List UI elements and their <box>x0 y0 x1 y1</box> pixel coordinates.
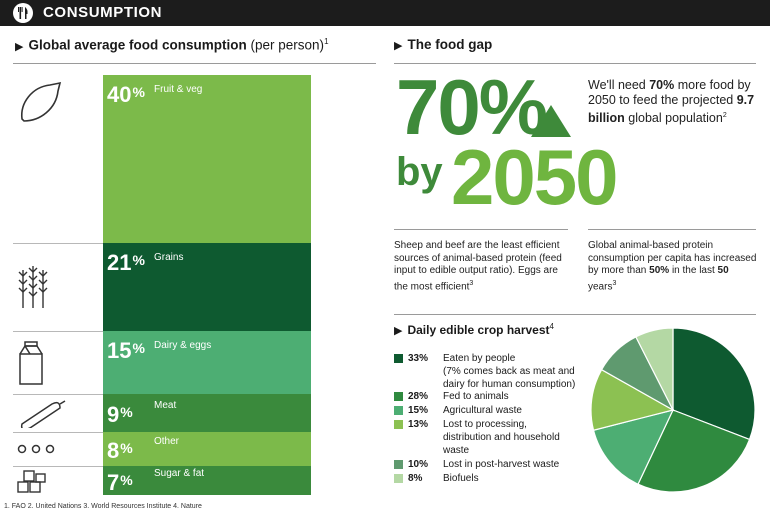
bar-segment-dairy-eggs: 15% Dairy & eggs <box>103 331 311 394</box>
wheat-icon <box>16 264 50 315</box>
food-gap-heading: ▶ The food gap <box>394 37 493 52</box>
legend-swatch <box>394 474 403 483</box>
row-divider <box>13 243 103 244</box>
segment-value: 21% <box>107 250 145 275</box>
segment-label: Meat <box>154 400 177 411</box>
legend-percent: 8% <box>408 473 423 484</box>
row-divider <box>13 331 103 332</box>
legend-sublabel: (7% comes back as meat and dairy for hum… <box>443 366 576 390</box>
segment-label: Other <box>154 436 180 447</box>
row-divider <box>13 466 103 467</box>
legend-label: Biofuels <box>443 473 479 484</box>
pie-slice-biofuels <box>635 327 674 411</box>
protein-efficiency-note: Sheep and beef are the least efficient s… <box>394 240 562 292</box>
dots-icon <box>16 442 56 461</box>
segment-value: 9% <box>107 402 133 427</box>
milk-carton-icon <box>16 340 46 391</box>
row-divider <box>13 432 103 433</box>
consumption-heading: ▶ Global average food consumption (per pe… <box>15 37 329 53</box>
big-percent: 70% <box>396 63 548 151</box>
protein-growth-note: Global animal-based protein consumption … <box>588 240 757 292</box>
big-year: 2050 <box>451 133 619 221</box>
divider <box>13 63 376 64</box>
legend-swatch <box>394 460 403 469</box>
fork-knife-icon <box>13 3 33 23</box>
row-divider <box>13 394 103 395</box>
header-title: CONSUMPTION <box>43 4 163 21</box>
legend-label: Agricultural waste <box>443 405 522 416</box>
pie-slice-eaten-by-people <box>672 327 756 441</box>
sausage-icon <box>16 398 66 433</box>
section-header: CONSUMPTION <box>0 0 770 26</box>
harvest-pie-chart <box>590 327 756 493</box>
legend-swatch <box>394 392 403 401</box>
segment-label: Grains <box>154 252 184 263</box>
big-by: by <box>396 150 443 194</box>
triangle-bullet-icon: ▶ <box>394 325 403 337</box>
sugar-cubes-icon <box>16 468 48 499</box>
food-gap-text: We'll need 70% more food by 2050 to feed… <box>588 78 755 126</box>
harvest-heading: ▶ Daily edible crop harvest4 <box>394 322 554 337</box>
segment-value: 40% <box>107 82 145 107</box>
legend-label: Lost to processing, distribution and hou… <box>443 419 560 456</box>
up-triangle-icon <box>531 105 571 137</box>
pie-slice-fed-to-animals <box>637 409 751 493</box>
legend-percent: 33% <box>408 353 429 364</box>
legend-swatch <box>394 406 403 415</box>
legend-swatch <box>394 420 403 429</box>
bar-segment-meat: 9% Meat <box>103 394 311 432</box>
segment-value: 7% <box>107 469 133 495</box>
divider <box>588 229 756 230</box>
pie-slice-lost-to-processing-distribution-and-household-waste <box>590 368 675 431</box>
triangle-bullet-icon: ▶ <box>394 40 403 52</box>
divider <box>394 314 756 315</box>
bar-segment-other: 8% Other <box>103 432 311 466</box>
segment-value: 15% <box>107 338 145 363</box>
divider <box>394 229 568 230</box>
legend-label: Fed to animals <box>443 391 509 402</box>
legend-swatch <box>394 354 403 363</box>
bar-segment-fruit-veg: 40% Fruit & veg <box>103 75 311 243</box>
divider <box>394 63 756 64</box>
triangle-bullet-icon: ▶ <box>15 40 24 53</box>
legend-label: Eaten by people (7% comes back as meat an… <box>443 352 643 391</box>
legend-percent: 28% <box>408 391 429 402</box>
footnote: 1. FAO 2. United Nations 3. World Resour… <box>4 503 202 510</box>
legend-percent: 15% <box>408 405 429 416</box>
segment-label: Dairy & eggs <box>154 340 212 351</box>
legend-percent: 10% <box>408 459 429 470</box>
segment-label: Sugar & fat <box>154 467 205 479</box>
legend-percent: 13% <box>408 419 429 430</box>
pie-slice-agricultural-waste <box>592 409 675 485</box>
segment-label: Fruit & veg <box>154 84 203 95</box>
bar-segment-sugar-fat: 7% Sugar & fat <box>103 466 311 495</box>
segment-value: 8% <box>107 438 133 463</box>
bar-segment-grains: 21% Grains <box>103 243 311 331</box>
legend-label: Lost in post-harvest waste <box>443 459 560 470</box>
lemon-icon <box>16 81 66 128</box>
